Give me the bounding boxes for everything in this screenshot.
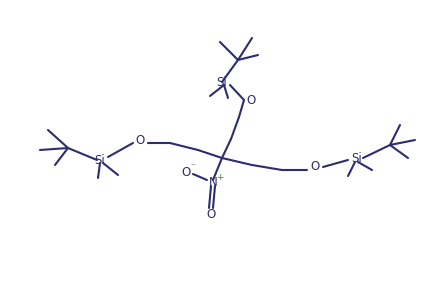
Text: O: O <box>206 207 216 221</box>
Text: +: + <box>216 172 224 182</box>
Text: N: N <box>209 176 217 190</box>
Text: ⁻: ⁻ <box>191 162 195 172</box>
Text: O: O <box>246 93 255 107</box>
Text: O: O <box>310 160 320 174</box>
Text: Si: Si <box>217 76 227 89</box>
Text: Si: Si <box>95 154 105 166</box>
Text: Si: Si <box>352 152 362 164</box>
Text: O: O <box>135 133 145 146</box>
Text: O: O <box>181 166 191 178</box>
